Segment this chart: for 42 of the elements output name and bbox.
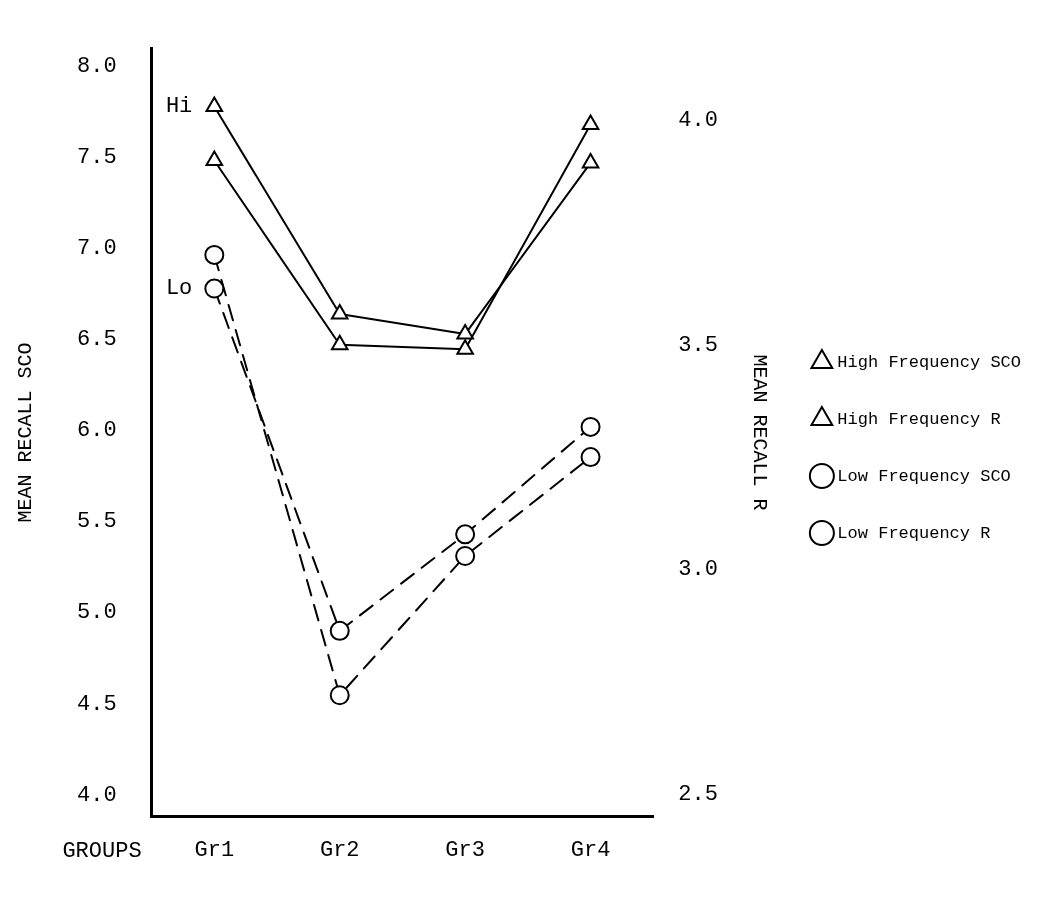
y2-tick-label: 3.5 xyxy=(678,332,718,358)
legend-label: High Frequency SCO xyxy=(837,352,1022,372)
point xyxy=(330,304,349,320)
point xyxy=(581,114,600,131)
y-tick-label: 5.0 xyxy=(77,600,117,626)
point xyxy=(205,150,224,167)
point xyxy=(329,685,350,706)
y2-axis-title: MEAN RECALL R xyxy=(747,354,771,511)
y-tick-label: 6.5 xyxy=(77,327,117,353)
x-axis-title: GROUPS xyxy=(62,839,142,865)
point xyxy=(455,545,476,566)
point xyxy=(456,339,474,355)
y-tick-label: 4.5 xyxy=(77,691,117,717)
y2-tick-label: 2.5 xyxy=(678,781,718,807)
x-tick-label: Gr1 xyxy=(194,837,235,863)
y-tick-label: 6.0 xyxy=(77,418,117,444)
point xyxy=(455,524,476,545)
point xyxy=(204,244,225,265)
point xyxy=(580,447,601,468)
legend-label: Low Frequency SCO xyxy=(837,466,1011,486)
y-tick-label: 7.0 xyxy=(77,236,117,262)
point xyxy=(204,278,225,299)
point xyxy=(581,152,600,169)
point xyxy=(580,416,601,437)
y2-tick-label: 4.0 xyxy=(678,107,718,133)
point xyxy=(456,324,474,340)
legend-label: High Frequency R xyxy=(837,409,1001,429)
legend-label: Low Frequency R xyxy=(837,523,991,543)
point xyxy=(205,96,224,112)
annotation: Hi xyxy=(165,94,193,120)
point xyxy=(330,334,349,351)
y-tick-label: 7.5 xyxy=(77,145,117,171)
y-tick-label: 8.0 xyxy=(77,54,117,80)
y2-tick-label: 3.0 xyxy=(678,557,718,583)
point xyxy=(329,620,350,641)
y-tick-label: 5.5 xyxy=(77,509,117,535)
y-axis-title: MEAN RECALL SCO xyxy=(14,342,38,523)
y-tick-label: 4.0 xyxy=(77,782,117,808)
x-tick-label: Gr2 xyxy=(319,837,360,863)
annotation: Lo xyxy=(165,276,193,302)
x-tick-label: Gr3 xyxy=(445,837,485,863)
x-tick-label: Gr4 xyxy=(570,837,611,863)
